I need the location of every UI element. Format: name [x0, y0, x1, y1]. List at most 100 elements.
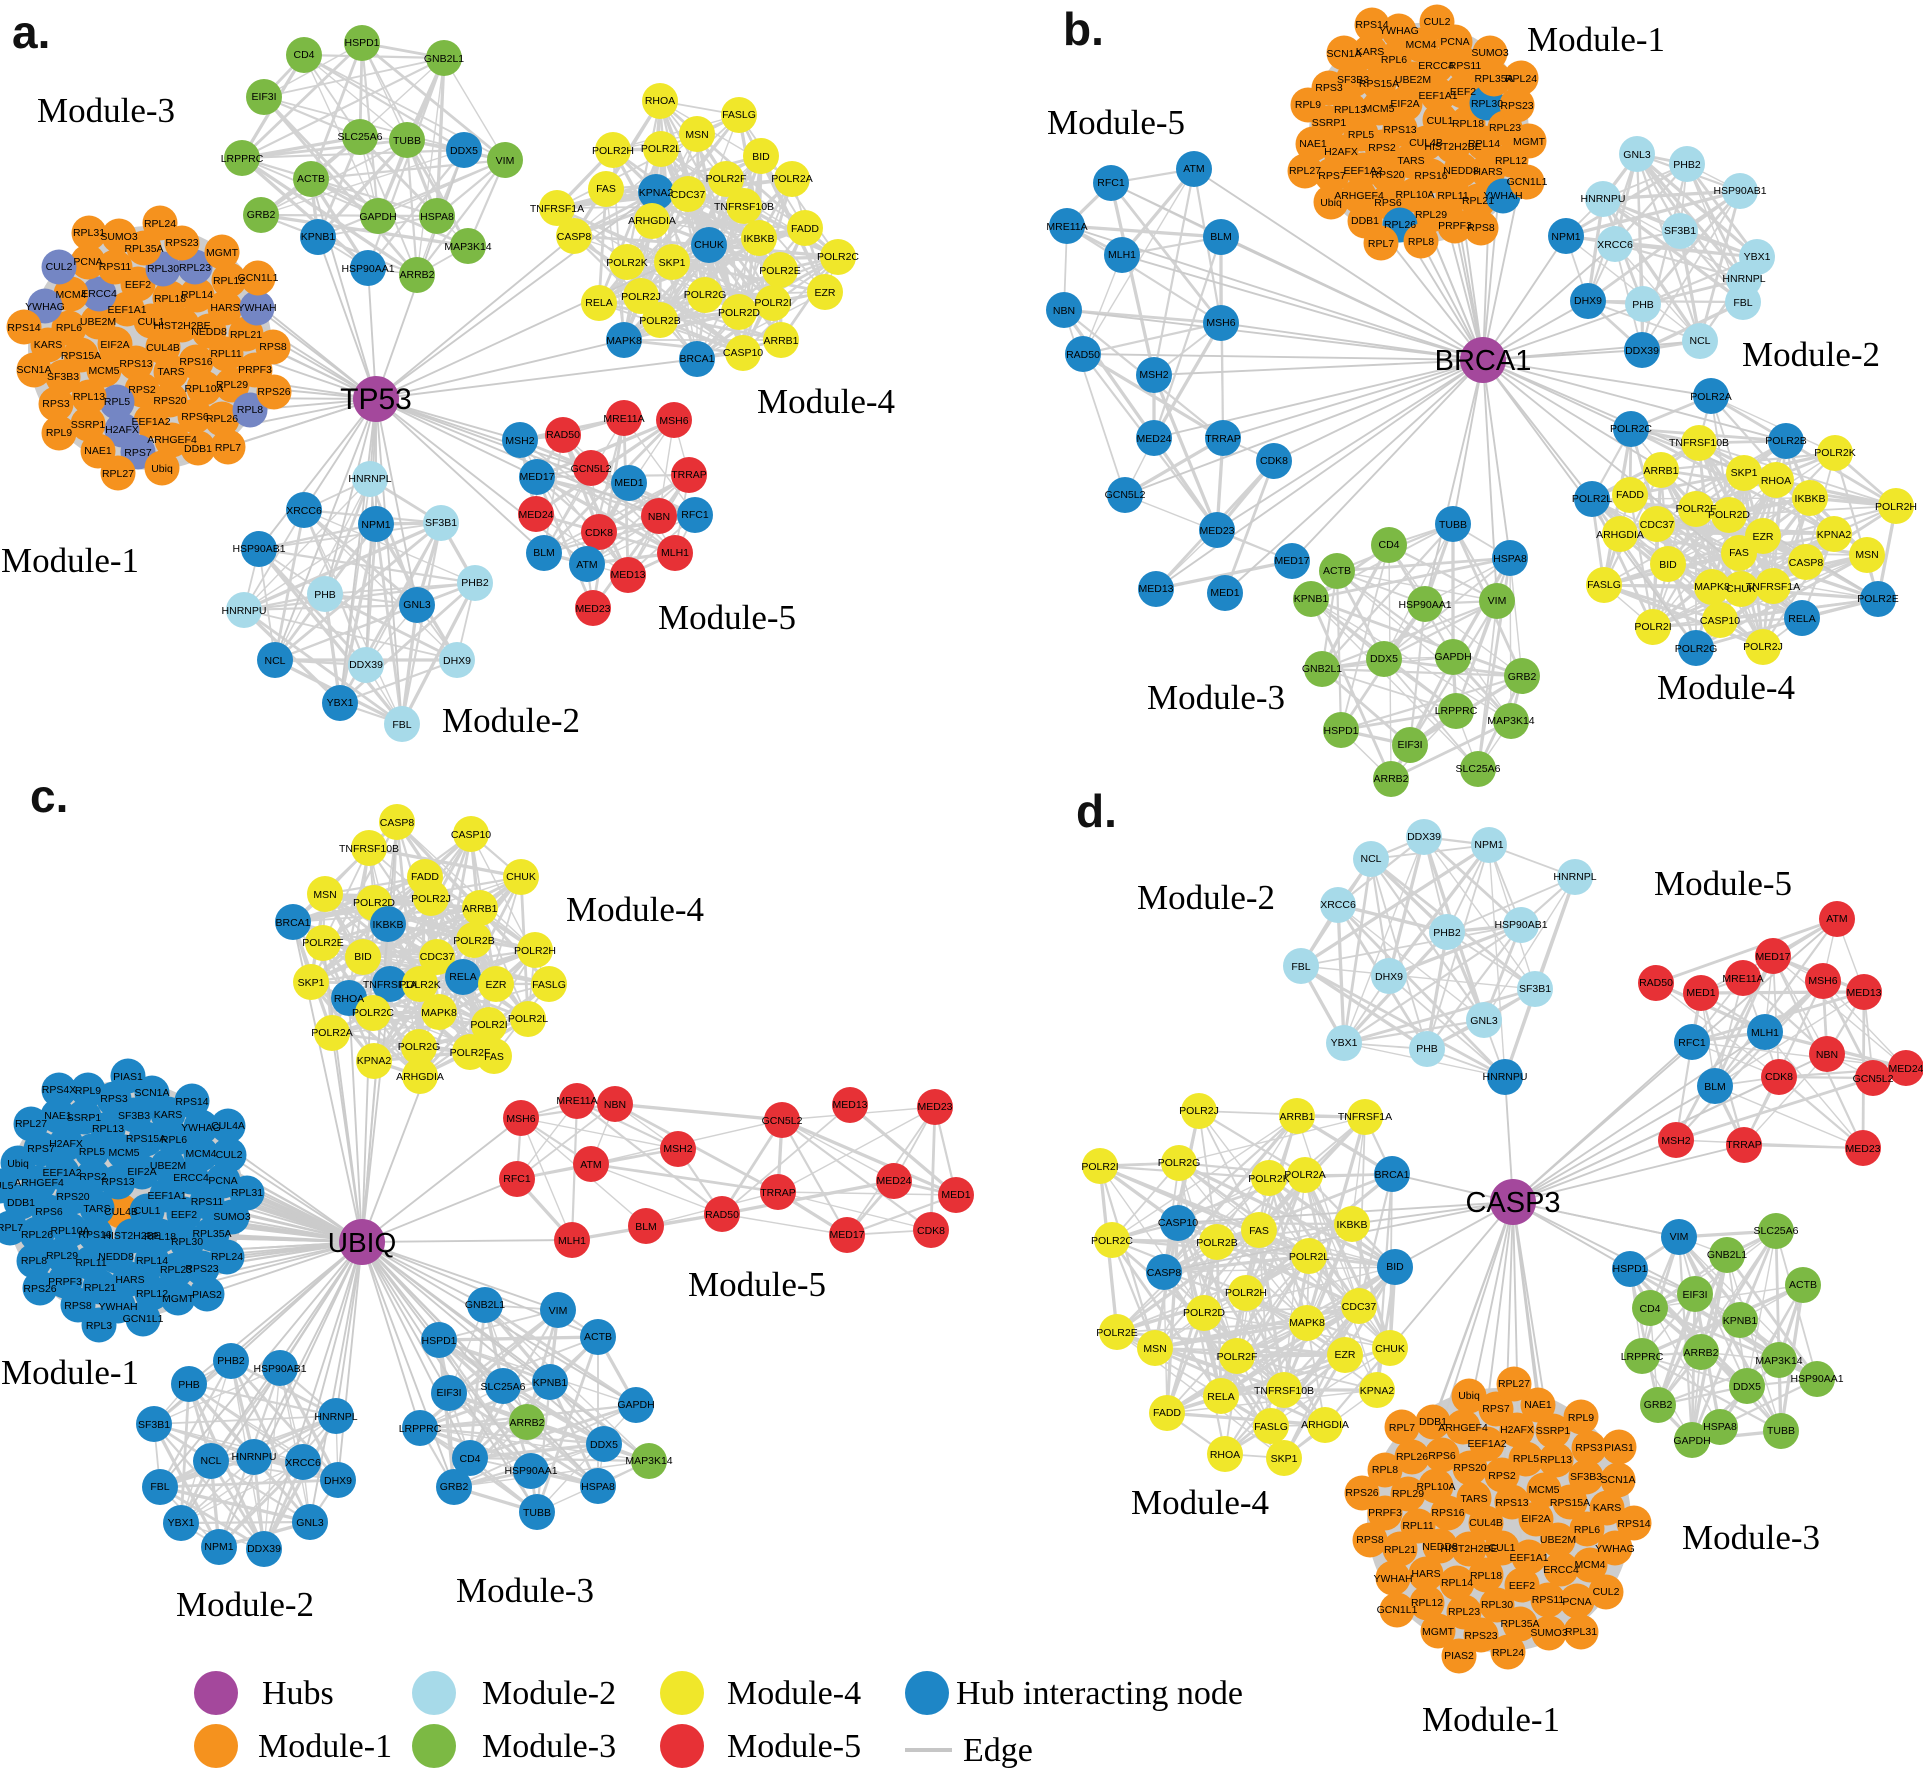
svg-text:POLR2E: POLR2E	[1096, 1327, 1137, 1339]
svg-text:SKP1: SKP1	[1731, 467, 1758, 479]
svg-text:RPS8: RPS8	[259, 341, 287, 353]
svg-text:H2AFX: H2AFX	[49, 1138, 83, 1150]
svg-text:POLR2C: POLR2C	[352, 1007, 394, 1019]
svg-text:MED17: MED17	[829, 1229, 864, 1241]
svg-text:EEF1A1: EEF1A1	[1418, 90, 1457, 102]
svg-text:RELA: RELA	[1788, 613, 1815, 625]
svg-text:Module-5: Module-5	[658, 598, 796, 637]
svg-text:HSPD1: HSPD1	[344, 37, 379, 49]
svg-text:EIF2A: EIF2A	[127, 1166, 156, 1178]
svg-text:RPL29: RPL29	[1415, 209, 1447, 221]
svg-text:POLR2B: POLR2B	[1196, 1237, 1237, 1249]
svg-text:MED24: MED24	[876, 1175, 911, 1187]
svg-text:RPL10A: RPL10A	[184, 383, 223, 395]
svg-text:LRPPRC: LRPPRC	[1621, 1351, 1664, 1363]
svg-text:YWHAH: YWHAH	[98, 1301, 137, 1313]
svg-text:TARS: TARS	[1460, 1493, 1487, 1505]
svg-text:PRPF3: PRPF3	[48, 1276, 82, 1288]
svg-text:MED23: MED23	[575, 603, 610, 615]
svg-text:Module-4: Module-4	[727, 1675, 861, 1712]
svg-text:ARRB1: ARRB1	[763, 335, 798, 347]
svg-text:POLR2K: POLR2K	[399, 979, 440, 991]
svg-text:ARRB1: ARRB1	[1279, 1111, 1314, 1123]
svg-text:EZR: EZR	[1335, 1349, 1356, 1361]
svg-text:ACTB: ACTB	[297, 173, 325, 185]
svg-text:PRPF3: PRPF3	[1438, 220, 1472, 232]
svg-text:RPL30: RPL30	[1481, 1599, 1513, 1611]
svg-text:Ubiq: Ubiq	[7, 1158, 29, 1170]
svg-text:SF3B1: SF3B1	[425, 517, 457, 529]
svg-text:MED23: MED23	[1199, 525, 1234, 537]
svg-text:RPS11: RPS11	[1532, 1594, 1565, 1606]
svg-text:CASP8: CASP8	[1147, 1267, 1182, 1279]
svg-text:CUL1: CUL1	[1489, 1542, 1516, 1554]
svg-text:PHB: PHB	[178, 1379, 200, 1391]
svg-text:MCM4: MCM4	[56, 289, 87, 301]
svg-text:YBX1: YBX1	[1744, 251, 1771, 263]
svg-text:Hubs: Hubs	[262, 1675, 334, 1712]
svg-text:RPL5: RPL5	[104, 396, 130, 408]
svg-text:CUL4B: CUL4B	[1409, 137, 1443, 149]
svg-text:CDK8: CDK8	[917, 1225, 945, 1237]
svg-text:MAPK8: MAPK8	[1694, 581, 1730, 593]
svg-text:CHUK: CHUK	[506, 871, 536, 883]
svg-text:PIAS2: PIAS2	[1444, 1650, 1474, 1662]
svg-text:MSH6: MSH6	[506, 1113, 535, 1125]
svg-text:RPS11: RPS11	[99, 261, 132, 273]
svg-text:HSPD1: HSPD1	[1323, 725, 1358, 737]
svg-text:CUL1: CUL1	[134, 1205, 161, 1217]
svg-text:MAPK8: MAPK8	[606, 335, 642, 347]
svg-text:HNRNPU: HNRNPU	[1483, 1071, 1528, 1083]
svg-text:CUL5: CUL5	[0, 1180, 14, 1192]
svg-text:Module-5: Module-5	[1047, 103, 1185, 142]
svg-text:CASP3: CASP3	[1465, 1187, 1560, 1219]
svg-text:Edge: Edge	[963, 1732, 1033, 1769]
svg-text:CUL4B: CUL4B	[104, 1206, 138, 1218]
svg-text:POLR2G: POLR2G	[1158, 1157, 1201, 1169]
svg-text:SLC25A6: SLC25A6	[1456, 763, 1501, 775]
svg-text:ERCC4: ERCC4	[81, 288, 117, 300]
svg-text:FAS: FAS	[1729, 547, 1749, 559]
svg-text:GNL3: GNL3	[403, 599, 431, 611]
svg-text:RAD50: RAD50	[1639, 977, 1673, 989]
svg-text:EZR: EZR	[486, 979, 507, 991]
svg-text:RPL18: RPL18	[144, 1231, 176, 1243]
svg-text:HIST2H2BE: HIST2H2BE	[153, 320, 210, 332]
svg-text:TNFRSF10B: TNFRSF10B	[339, 843, 399, 855]
svg-text:LRPPRC: LRPPRC	[221, 153, 264, 165]
svg-text:DDX5: DDX5	[1370, 653, 1398, 665]
svg-text:POLR2D: POLR2D	[1708, 509, 1750, 521]
svg-text:MAP3K14: MAP3K14	[444, 241, 491, 253]
svg-text:KPNA2: KPNA2	[1360, 1385, 1395, 1397]
svg-text:RPL10A: RPL10A	[1395, 189, 1434, 201]
svg-text:MLH1: MLH1	[1751, 1027, 1779, 1039]
svg-text:POLR2G: POLR2G	[1675, 643, 1718, 655]
svg-text:RPS15A: RPS15A	[1359, 78, 1399, 90]
svg-text:MSH2: MSH2	[505, 435, 534, 447]
svg-text:PHB: PHB	[314, 589, 336, 601]
svg-text:UBE2M: UBE2M	[1540, 1534, 1576, 1546]
svg-text:POLR2L: POLR2L	[508, 1013, 548, 1025]
svg-text:RPL9: RPL9	[1295, 99, 1321, 111]
svg-text:RELA: RELA	[1207, 1391, 1234, 1403]
svg-text:RPL7: RPL7	[0, 1222, 23, 1234]
svg-text:RPS14: RPS14	[1355, 19, 1388, 31]
svg-text:MED24: MED24	[1136, 433, 1171, 445]
svg-text:POLR2K: POLR2K	[1248, 1173, 1289, 1185]
svg-text:MED1: MED1	[941, 1189, 970, 1201]
svg-text:CDK8: CDK8	[1260, 455, 1288, 467]
svg-text:RPS7: RPS7	[1318, 170, 1346, 182]
svg-text:MSN: MSN	[1143, 1343, 1166, 1355]
svg-text:MAP3K14: MAP3K14	[1487, 715, 1534, 727]
svg-text:CASP10: CASP10	[1158, 1217, 1198, 1229]
svg-text:MSH6: MSH6	[1808, 975, 1837, 987]
svg-text:RPS3: RPS3	[1315, 82, 1343, 94]
svg-text:RPS23: RPS23	[1464, 1630, 1497, 1642]
svg-text:GCN5L2: GCN5L2	[1853, 1073, 1894, 1085]
svg-text:RPL30: RPL30	[147, 263, 179, 275]
svg-text:RPS15A: RPS15A	[1550, 1497, 1590, 1509]
svg-text:HNRNPL: HNRNPL	[1553, 871, 1596, 883]
svg-text:TUBB: TUBB	[393, 135, 421, 147]
svg-text:RFC1: RFC1	[1097, 177, 1125, 189]
svg-text:ARHGEF4: ARHGEF4	[1438, 1422, 1488, 1434]
